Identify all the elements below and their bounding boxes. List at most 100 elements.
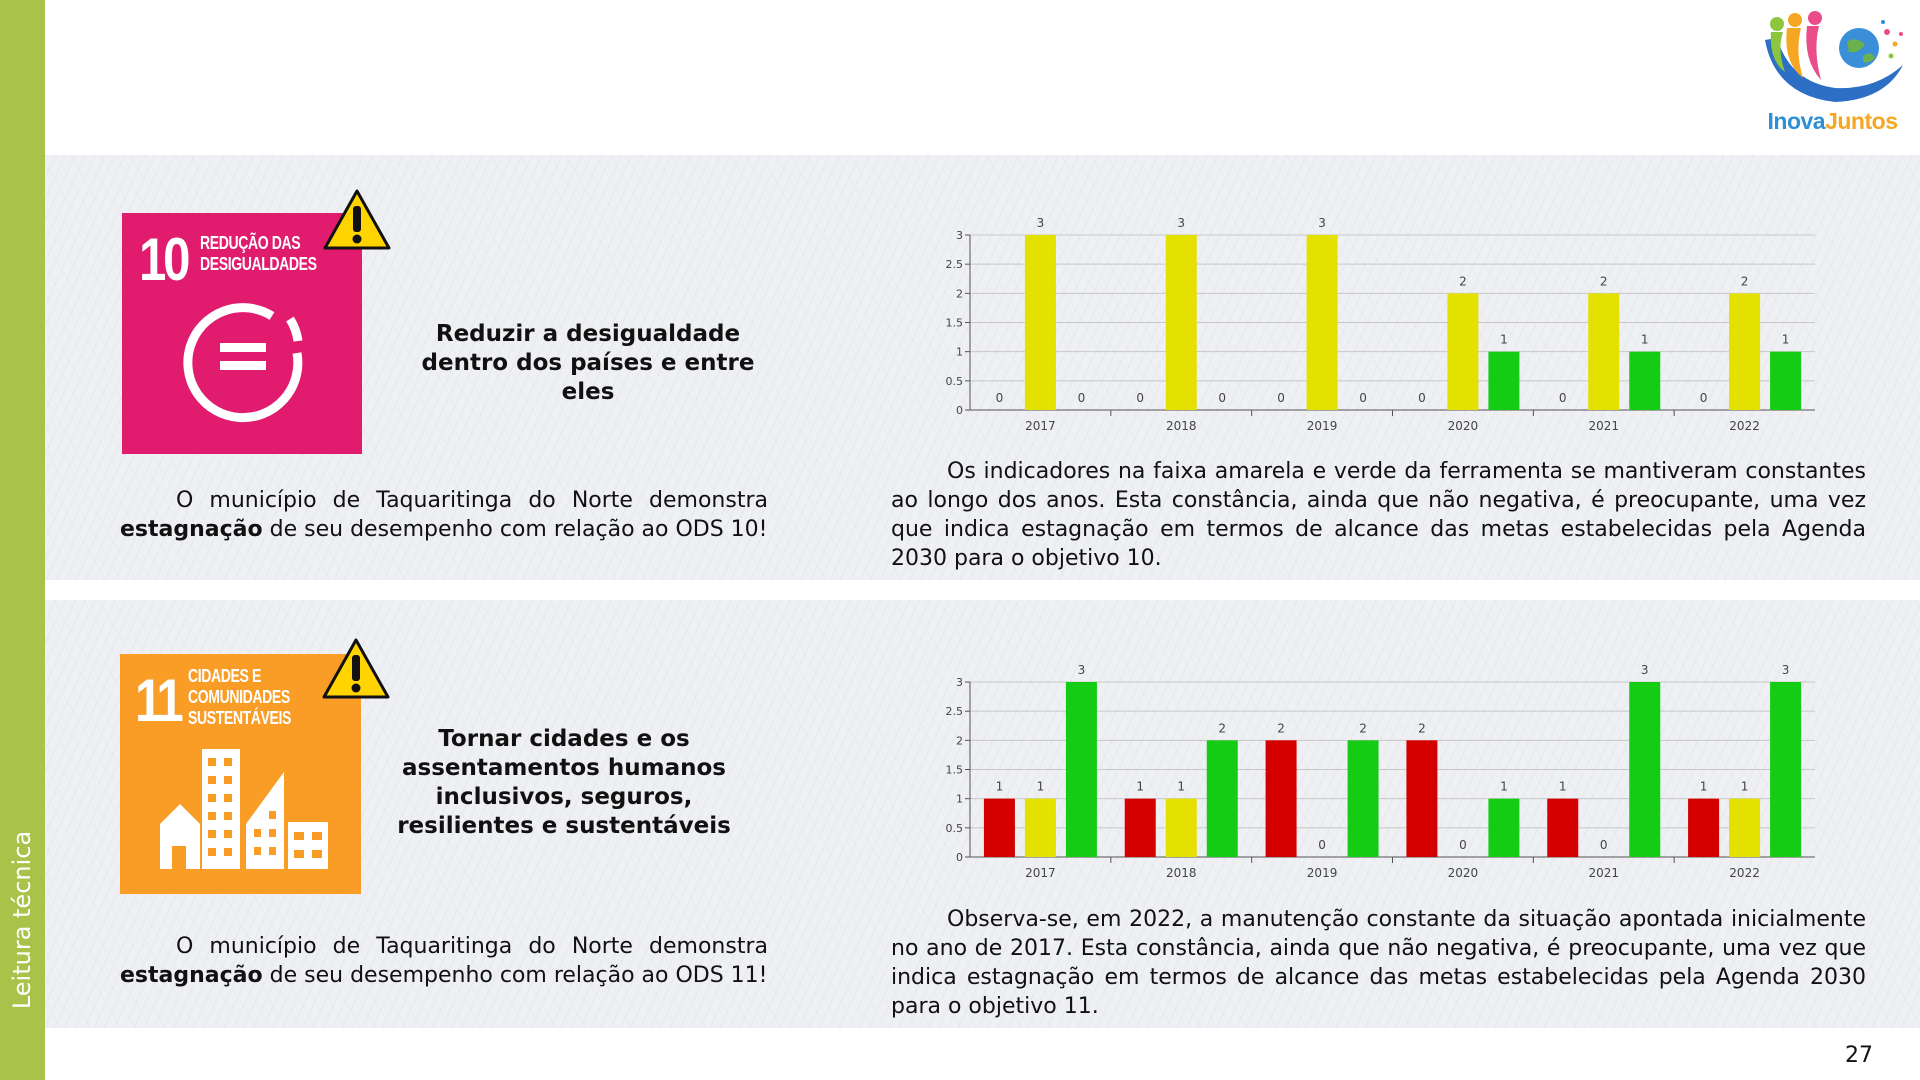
sdg11-chart-data-label: 3 <box>1078 663 1086 677</box>
sdg11-chart-ytick-label: 1 <box>956 793 963 806</box>
sdg11-chart-bar-red-2021 <box>1547 798 1579 857</box>
sdg11-title: CIDADES E COMUNIDADES SUSTENTÁVEIS <box>188 666 291 728</box>
sdg10-chart-ytick-label: 2.5 <box>946 258 964 271</box>
sdg10-number: 10 <box>139 226 190 293</box>
sdg11-chart-bar-green-2020 <box>1488 798 1520 857</box>
sdg10-chart-data-label: 0 <box>1277 391 1285 405</box>
sdg11-chart-data-label: 1 <box>1700 780 1708 794</box>
sdg10-chart-data-label: 0 <box>1136 391 1144 405</box>
sdg10-chart-data-label: 3 <box>1177 216 1185 230</box>
logo-text: InovaJuntos <box>1767 108 1898 134</box>
sdg10-chart-bar-green-2020 <box>1488 351 1520 410</box>
sdg10-goal: Reduzir a desigualdade dentro dos países… <box>421 321 755 405</box>
sdg10-chart-xtick-label: 2018 <box>1166 419 1197 433</box>
sdg10-tile: 10 REDUÇÃO DAS DESIGUALDADES <box>122 213 362 454</box>
sdg10-chart-data-label: 0 <box>1218 391 1226 405</box>
sdg11-goal: Tornar cidades e os assentamentos humano… <box>397 726 731 839</box>
sdg11-chart-xtick-label: 2018 <box>1166 866 1197 880</box>
sdg11-chart-data-label: 1 <box>1559 780 1567 794</box>
sdg10-chart-ytick-label: 1 <box>956 346 963 359</box>
sdg11-chart-bar-yellow-2017 <box>1024 798 1056 857</box>
sdg11-chart-data-label: 1 <box>1136 780 1144 794</box>
sdg11-chart-bar-yellow-2018 <box>1165 798 1197 857</box>
sdg10-chart-xtick-label: 2017 <box>1025 419 1056 433</box>
sdg11-chart-xtick-label: 2022 <box>1729 866 1760 880</box>
sdg11-chart-bar-red-2019 <box>1265 740 1297 857</box>
sdg11-chart-data-label: 0 <box>1459 838 1467 852</box>
sdg11-chart-bar-green-2019 <box>1347 740 1379 857</box>
sdg10-summary: O município de Taquaritinga do Norte dem… <box>120 488 768 542</box>
sdg10-chart-bar-yellow-2020 <box>1447 293 1479 410</box>
sdg10-chart-data-label: 3 <box>1318 216 1326 230</box>
sdg11-chart-data-label: 2 <box>1218 721 1226 735</box>
sdg11-chart-bar-green-2018 <box>1206 740 1238 857</box>
sdg10-chart-data-label: 2 <box>1600 274 1608 288</box>
sdg11-analysis: Observa-se, em 2022, a manutenção consta… <box>891 907 1866 1019</box>
sdg10-chart-data-label: 0 <box>1559 391 1567 405</box>
sdg10-chart-bar-yellow-2019 <box>1306 235 1338 410</box>
sdg10-chart-bar-yellow-2018 <box>1165 235 1197 410</box>
sdg11-chart-data-label: 1 <box>1177 780 1185 794</box>
sdg11-chart-xtick-label: 2020 <box>1448 866 1479 880</box>
sdg11-chart-bar-red-2017 <box>983 798 1015 857</box>
sdg10-chart-bar-green-2022 <box>1770 351 1802 410</box>
sdg10-chart-data-label: 1 <box>1782 333 1790 347</box>
sdg11-chart-bar-green-2021 <box>1629 682 1661 857</box>
sdg10-chart-bar-green-2021 <box>1629 351 1661 410</box>
logo-graphic-icon <box>1765 11 1903 102</box>
sdg10-chart-data-label: 0 <box>1700 391 1708 405</box>
sdg10-chart-data-label: 1 <box>1500 333 1508 347</box>
sdg10-chart-data-label: 0 <box>1359 391 1367 405</box>
sidebar-label: Leitura técnica <box>8 830 36 1010</box>
sdg11-chart-ytick-label: 1.5 <box>946 764 964 777</box>
sdg11-chart-ytick-label: 3 <box>956 676 963 689</box>
inovajuntos-logo: InovaJuntos <box>1755 10 1910 135</box>
sdg11-chart-data-label: 1 <box>996 780 1004 794</box>
sdg11-chart-data-label: 0 <box>1318 838 1326 852</box>
sdg10-chart-xtick-label: 2021 <box>1588 419 1619 433</box>
sdg10-title: REDUÇÃO DAS DESIGUALDADES <box>200 233 317 274</box>
sdg11-chart-bar-green-2017 <box>1065 682 1097 857</box>
equality-icon <box>183 303 303 423</box>
sdg11-chart-bar-red-2020 <box>1406 740 1438 857</box>
sdg11-number: 11 <box>135 667 184 734</box>
sdg11-chart-data-label: 3 <box>1782 663 1790 677</box>
sdg11-chart-data-label: 2 <box>1418 721 1426 735</box>
sdg11-chart-ytick-label: 2.5 <box>946 705 964 718</box>
sdg10-chart-xtick-label: 2022 <box>1729 419 1760 433</box>
sdg10-chart-data-label: 2 <box>1741 274 1749 288</box>
sdg11-chart-bar-yellow-2022 <box>1729 798 1761 857</box>
sdg10-chart-xtick-label: 2019 <box>1307 419 1338 433</box>
sdg11-chart-data-label: 1 <box>1500 780 1508 794</box>
sdg11-chart-ytick-label: 2 <box>956 734 963 747</box>
sdg10-bar-chart: 00.511.522.53201703020180302019030202002… <box>946 216 1815 433</box>
sdg11-summary: O município de Taquaritinga do Norte dem… <box>120 934 768 988</box>
city-icon <box>160 749 328 869</box>
sdg11-chart-bar-red-2022 <box>1688 798 1720 857</box>
sdg11-chart-data-label: 2 <box>1277 721 1285 735</box>
sdg11-tile: 11 CIDADES E COMUNIDADES SUSTENTÁVEIS <box>120 654 361 894</box>
sdg10-chart-data-label: 0 <box>1078 391 1086 405</box>
sdg10-chart-ytick-label: 0.5 <box>946 375 964 388</box>
sdg10-chart-ytick-label: 0 <box>956 404 963 417</box>
sdg10-analysis: Os indicadores na faixa amarela e verde … <box>891 459 1866 571</box>
sdg11-chart-ytick-label: 0.5 <box>946 822 964 835</box>
sdg11-chart-data-label: 1 <box>1741 780 1749 794</box>
sdg10-chart-bar-yellow-2022 <box>1729 293 1761 410</box>
sdg10-chart-data-label: 0 <box>996 391 1004 405</box>
sdg11-chart-data-label: 1 <box>1037 780 1045 794</box>
sidebar: Leitura técnica <box>0 0 45 1080</box>
sdg10-chart-data-label: 1 <box>1641 333 1649 347</box>
sdg11-chart-data-label: 2 <box>1359 721 1367 735</box>
sdg10-chart-ytick-label: 2 <box>956 287 963 300</box>
sdg11-chart-xtick-label: 2021 <box>1588 866 1619 880</box>
sdg11-chart-xtick-label: 2017 <box>1025 866 1056 880</box>
sdg11-chart-data-label: 0 <box>1600 838 1608 852</box>
sdg10-chart-data-label: 0 <box>1418 391 1426 405</box>
sdg10-chart-bar-yellow-2021 <box>1588 293 1620 410</box>
sdg11-chart-ytick-label: 0 <box>956 851 963 864</box>
sdg10-chart-ytick-label: 3 <box>956 229 963 242</box>
sdg10-chart-data-label: 3 <box>1037 216 1045 230</box>
sdg10-chart-data-label: 2 <box>1459 274 1467 288</box>
